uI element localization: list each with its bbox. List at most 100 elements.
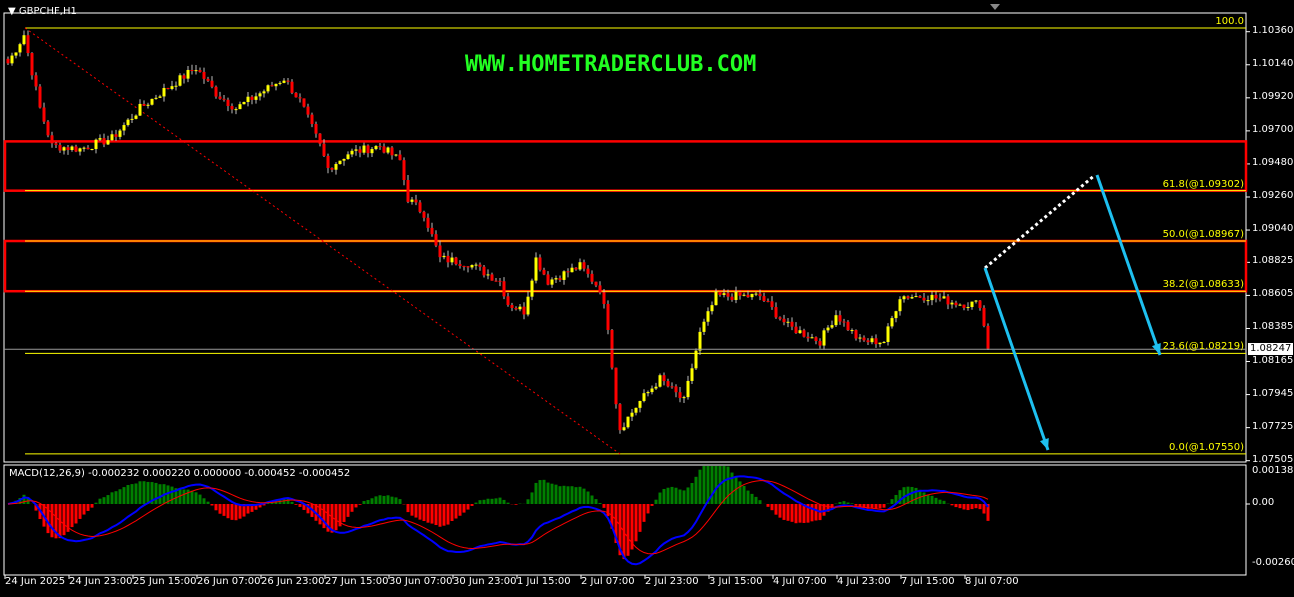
macd-histogram-bar	[474, 502, 478, 504]
candle-body	[146, 104, 150, 106]
candle-body	[470, 265, 474, 268]
candle-body	[94, 139, 98, 150]
candle-body	[50, 135, 54, 144]
macd-histogram-bar	[766, 504, 770, 507]
candle-body	[466, 266, 470, 268]
y-tick-label: 1.09040	[1252, 223, 1294, 235]
macd-histogram-bar	[374, 496, 378, 504]
macd-histogram-bar	[690, 482, 694, 504]
candle-body	[558, 278, 562, 280]
macd-histogram-bar	[614, 504, 618, 544]
macd-histogram-bar	[354, 504, 358, 508]
macd-histogram-bar	[346, 504, 350, 517]
macd-histogram-bar	[866, 504, 870, 509]
candle-body	[830, 325, 834, 328]
y-tick-label: 1.08165	[1252, 354, 1294, 366]
macd-histogram-bar	[134, 483, 138, 504]
candle-body	[234, 109, 238, 111]
candle-body	[190, 69, 194, 71]
macd-histogram-bar	[670, 486, 674, 504]
candle-body	[250, 96, 254, 100]
candle-body	[614, 367, 618, 405]
candle-body	[862, 337, 866, 341]
candle-body	[62, 147, 66, 151]
macd-histogram-bar	[494, 498, 498, 504]
candle-body	[286, 80, 290, 82]
candle-body	[438, 245, 442, 258]
macd-histogram-bar	[598, 502, 602, 504]
x-tick-label: 30 Jun 07:00	[389, 576, 453, 587]
macd-histogram-bar	[790, 504, 794, 522]
macd-histogram-bar	[978, 504, 982, 510]
candle-body	[542, 269, 546, 275]
macd-histogram-bar	[850, 503, 854, 504]
down-arrow	[983, 267, 1050, 451]
macd-histogram-bar	[570, 486, 574, 504]
candle-body	[46, 121, 50, 136]
macd-histogram-bar	[702, 466, 706, 504]
candle-body	[966, 307, 970, 309]
x-tick-label: 26 Jun 07:00	[197, 576, 261, 587]
candle-body	[630, 412, 634, 417]
x-tick-label: 2 Jul 07:00	[581, 576, 635, 587]
candle-body	[122, 125, 126, 131]
macd-histogram-bar	[926, 494, 930, 504]
macd-histogram-bar	[934, 497, 938, 504]
macd-histogram-bar	[974, 504, 978, 509]
macd-histogram-bar	[414, 504, 418, 518]
symbol-label: GBPCHF,H1	[18, 6, 77, 17]
candle-body	[850, 330, 854, 332]
candle-body	[478, 264, 482, 267]
macd-histogram-bar	[110, 492, 114, 504]
macd-histogram-bar	[662, 488, 666, 504]
macd-histogram-bar	[170, 486, 174, 504]
candle-body	[338, 160, 342, 165]
macd-histogram-bar	[538, 480, 542, 504]
chart-shift-marker	[990, 4, 1000, 10]
candle-body	[918, 296, 922, 298]
candle-body	[330, 167, 334, 170]
macd-histogram-bar	[350, 504, 354, 512]
candle-body	[702, 321, 706, 332]
macd-histogram-bar	[630, 504, 634, 550]
candle-body	[502, 281, 506, 297]
macd-histogram-bar	[190, 490, 194, 504]
candle-body	[618, 404, 622, 431]
candle-body	[298, 97, 302, 99]
macd-histogram-bar	[118, 489, 122, 504]
candle-body	[262, 91, 266, 94]
candle-body	[602, 292, 606, 304]
macd-histogram-bar	[74, 504, 78, 524]
candle-body	[978, 300, 982, 308]
macd-histogram-bar	[446, 504, 450, 525]
candle-body	[802, 330, 806, 337]
candle-body	[222, 98, 226, 100]
candle-body	[322, 143, 326, 156]
macd-histogram-bar	[966, 504, 970, 511]
candle-body	[622, 427, 626, 431]
candle-body	[442, 255, 446, 258]
candle-body	[686, 380, 690, 398]
candle-body	[226, 99, 230, 107]
macd-histogram-bar	[370, 498, 374, 504]
candle-body	[986, 325, 990, 349]
candle-body	[582, 262, 586, 269]
candle-body	[274, 83, 278, 87]
candle-body	[82, 147, 86, 149]
candle-body	[418, 202, 422, 212]
macd-histogram-bar	[454, 504, 458, 519]
candle-body	[302, 98, 306, 107]
macd-histogram-bar	[198, 494, 202, 504]
candle-body	[362, 145, 366, 153]
macd-histogram-bar	[466, 504, 470, 510]
candle-body	[942, 296, 946, 299]
candle-body	[150, 98, 154, 105]
macd-histogram-bar	[90, 504, 94, 508]
x-tick-label: 24 Jun 2025	[5, 576, 66, 587]
macd-histogram-bar	[950, 504, 954, 506]
candle-body	[90, 149, 94, 151]
macd-histogram-bar	[838, 502, 842, 504]
candle-body	[170, 86, 174, 89]
macd-histogram-bar	[470, 504, 474, 506]
